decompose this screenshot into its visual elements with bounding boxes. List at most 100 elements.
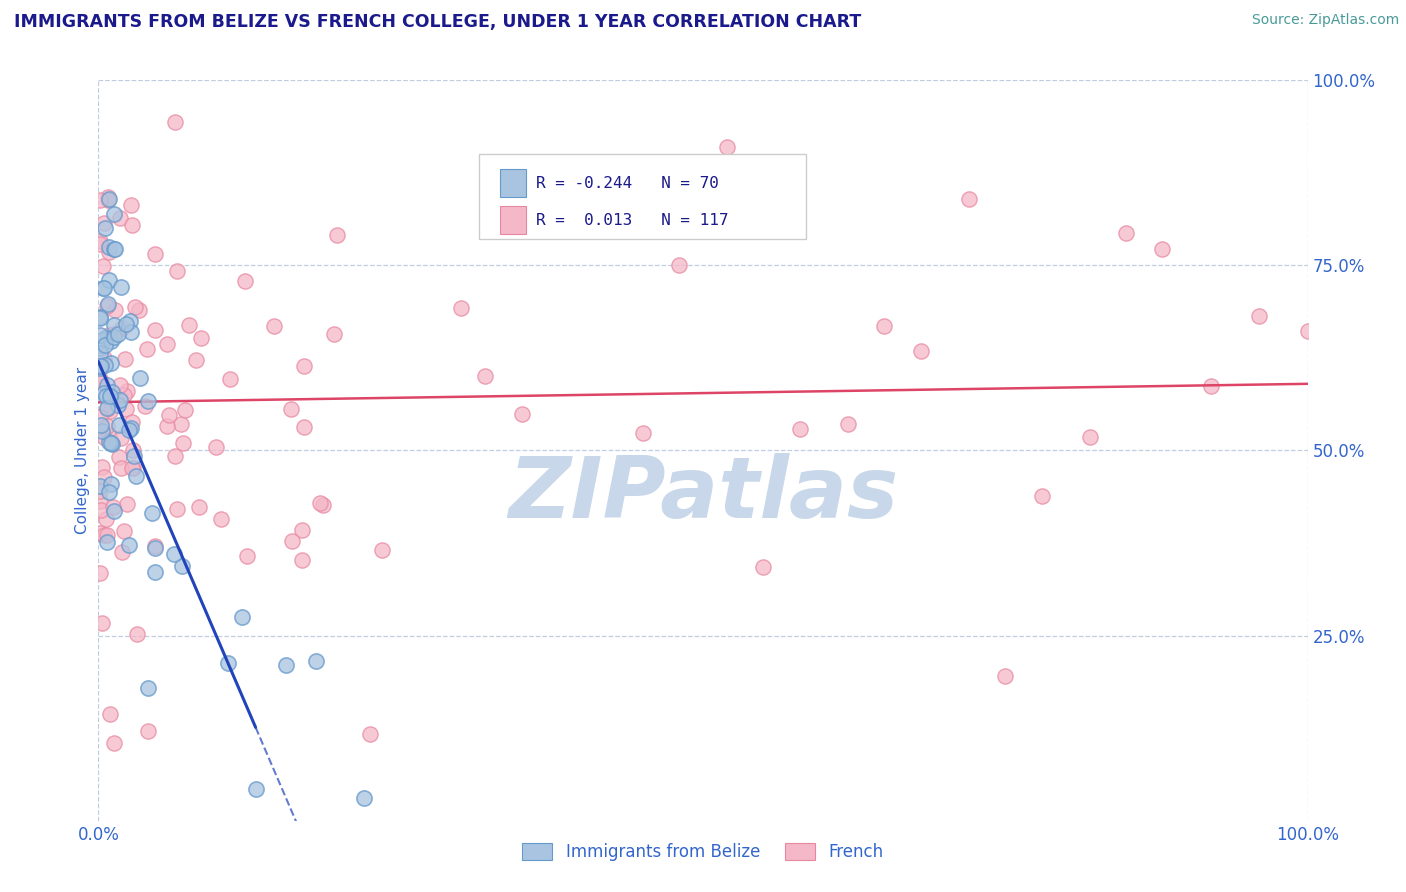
Point: [90, 503, 112, 517]
Point: [104, 302, 127, 317]
FancyBboxPatch shape: [501, 206, 526, 235]
Point: [90, 424, 112, 438]
Point: [89, 328, 111, 343]
Point: [143, 541, 166, 556]
Point: [110, 392, 132, 407]
Point: [115, 384, 138, 398]
Point: [89, 359, 111, 373]
Point: [90, 338, 112, 352]
Point: [94, 337, 117, 351]
Point: [291, 553, 314, 567]
Point: [100, 384, 122, 399]
Point: [100, 334, 122, 348]
Point: [145, 565, 167, 579]
Point: [90, 376, 112, 390]
Point: [716, 140, 738, 154]
Point: [118, 314, 141, 328]
Point: [93, 469, 115, 483]
Point: [274, 658, 297, 673]
Point: [115, 497, 138, 511]
Point: [169, 417, 191, 431]
Point: [235, 549, 257, 564]
Point: [93, 216, 115, 230]
Point: [752, 560, 775, 574]
Point: [143, 247, 166, 261]
Text: R =  0.013   N = 117: R = 0.013 N = 117: [536, 212, 728, 227]
Point: [89, 236, 111, 251]
Point: [97, 194, 120, 208]
Point: [128, 303, 150, 318]
Point: [97, 428, 120, 442]
Point: [93, 221, 115, 235]
Point: [112, 524, 135, 538]
Point: [93, 331, 115, 345]
Point: [96, 418, 118, 433]
Point: [111, 321, 134, 335]
Point: [89, 193, 111, 207]
Point: [1078, 430, 1101, 444]
Point: [141, 506, 163, 520]
Legend: Immigrants from Belize, French: Immigrants from Belize, French: [516, 837, 890, 868]
Point: [97, 297, 120, 311]
Point: [127, 626, 149, 640]
Point: [143, 539, 166, 553]
FancyBboxPatch shape: [501, 169, 526, 197]
Point: [957, 192, 980, 206]
Point: [292, 420, 315, 434]
Point: [292, 359, 315, 373]
Point: [156, 418, 179, 433]
Point: [122, 460, 145, 475]
Point: [323, 326, 346, 341]
Point: [217, 656, 239, 670]
Point: [837, 417, 859, 431]
Point: [89, 341, 111, 355]
Point: [107, 327, 129, 342]
Point: [120, 421, 142, 435]
Point: [98, 328, 121, 343]
Point: [156, 336, 179, 351]
Text: IMMIGRANTS FROM BELIZE VS FRENCH COLLEGE, UNDER 1 YEAR CORRELATION CHART: IMMIGRANTS FROM BELIZE VS FRENCH COLLEGE…: [14, 13, 862, 31]
Point: [120, 198, 142, 212]
Point: [136, 342, 159, 356]
Point: [163, 547, 186, 561]
Point: [172, 436, 194, 450]
Point: [96, 299, 118, 313]
Point: [134, 399, 156, 413]
Point: [789, 422, 811, 436]
Point: [371, 543, 394, 558]
Point: [1031, 489, 1053, 503]
Point: [90, 359, 112, 373]
Point: [91, 259, 114, 273]
Point: [873, 319, 896, 334]
Point: [98, 192, 121, 206]
Point: [103, 736, 125, 750]
Point: [89, 234, 111, 248]
Point: [110, 280, 132, 294]
Text: ZIPatlas: ZIPatlas: [508, 453, 898, 536]
Point: [103, 326, 125, 341]
Point: [96, 378, 118, 392]
Point: [101, 500, 124, 514]
Point: [110, 431, 132, 445]
Point: [90, 417, 112, 432]
Point: [125, 469, 148, 483]
Point: [97, 240, 120, 254]
Point: [110, 460, 132, 475]
Point: [170, 558, 193, 573]
Point: [166, 502, 188, 516]
Point: [93, 351, 115, 365]
Point: [91, 333, 114, 347]
Point: [96, 527, 118, 541]
Point: [89, 346, 111, 360]
Point: [90, 616, 112, 631]
Point: [93, 385, 115, 400]
Point: [163, 449, 186, 463]
Point: [129, 371, 152, 385]
Point: [100, 477, 122, 491]
Point: [326, 227, 349, 242]
Point: [120, 325, 142, 339]
Point: [166, 264, 188, 278]
Point: [305, 654, 328, 668]
Point: [98, 404, 121, 418]
Point: [98, 485, 121, 500]
